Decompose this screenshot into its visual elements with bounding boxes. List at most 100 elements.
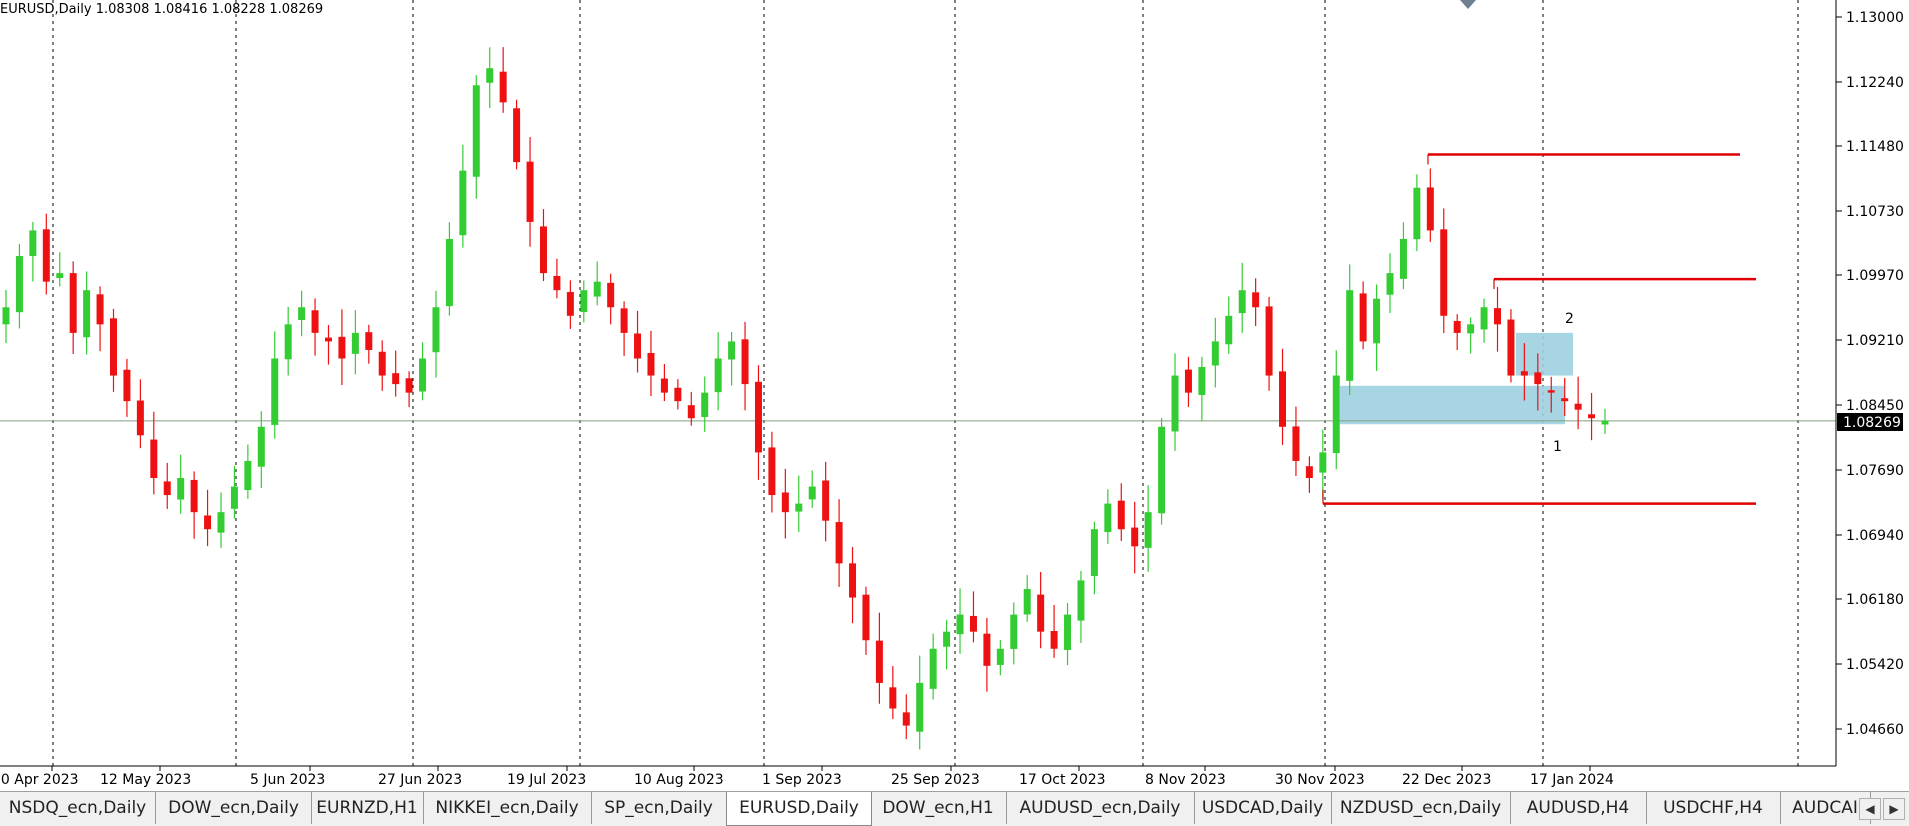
- candle-body: [69, 273, 77, 333]
- candle-body: [1399, 238, 1407, 279]
- candle-body: [1574, 403, 1582, 410]
- time-tick-label: 17 Oct 2023: [1019, 772, 1106, 788]
- scroll-marker-icon[interactable]: [1460, 0, 1476, 9]
- candle-body: [513, 108, 521, 163]
- candle-body: [795, 503, 803, 512]
- candle-body: [1252, 292, 1260, 308]
- candle-body: [1279, 371, 1287, 427]
- time-tick-label: 27 Jun 2023: [378, 772, 462, 788]
- candle-body: [1494, 308, 1502, 325]
- tab-nzdusd-ecn-daily[interactable]: NZDUSD_ecn,Daily: [1331, 792, 1511, 824]
- candle-body: [768, 447, 776, 496]
- candle-body: [83, 290, 91, 338]
- candle-body: [1238, 290, 1246, 314]
- candle-body: [1158, 426, 1166, 514]
- candles: [2, 47, 1609, 750]
- time-tick-label: 8 Nov 2023: [1145, 772, 1226, 788]
- candle-body: [1520, 371, 1528, 376]
- candle-body: [1480, 307, 1488, 330]
- tab-nikkei-ecn-daily[interactable]: NIKKEI_ecn,Daily: [423, 792, 592, 824]
- tab-scroll-left-icon[interactable]: ◀: [1859, 798, 1881, 820]
- candle-body: [674, 387, 682, 402]
- candle-body: [1225, 315, 1233, 345]
- vertical-grid: [52, 0, 1799, 766]
- candle-body: [1010, 614, 1018, 649]
- candle-body: [378, 351, 386, 376]
- candle-body: [96, 294, 104, 325]
- price-tick-label: 1.09210: [1846, 333, 1904, 349]
- tab-eurusd-daily[interactable]: EURUSD,Daily: [726, 792, 872, 826]
- candle-body: [580, 290, 588, 313]
- candle-body: [459, 170, 467, 236]
- time-tick-label: 12 May 2023: [100, 772, 191, 788]
- candle-body: [56, 273, 64, 279]
- candle-body: [1319, 452, 1327, 473]
- candle-body: [687, 405, 695, 419]
- candle-body: [230, 486, 238, 509]
- price-tick-label: 1.07690: [1846, 463, 1904, 479]
- candle-body: [1601, 420, 1609, 425]
- candle-body: [1305, 466, 1313, 479]
- tab-eurnzd-h1[interactable]: EURNZD,H1: [311, 792, 424, 824]
- candle-body: [123, 369, 131, 402]
- candle-body: [660, 378, 668, 393]
- candle-body: [701, 392, 709, 417]
- tab-usdchf-h4[interactable]: USDCHF,H4: [1646, 792, 1781, 824]
- chart-tab-bar: NSDQ_ecn,Daily DOW_ecn,Daily EURNZD,H1 NIKK…: [0, 791, 1909, 826]
- candle-body: [365, 332, 373, 350]
- candle-body: [1265, 306, 1273, 376]
- tab-audusd-ecn-daily[interactable]: AUDUSD_ecn,Daily: [1006, 792, 1195, 824]
- tab-sp-ecn-daily[interactable]: SP_ecn,Daily: [591, 792, 727, 824]
- symbol-info: EURUSD,Daily 1.08308 1.08416 1.08228 1.0…: [0, 2, 324, 17]
- candle-body: [244, 460, 252, 491]
- candle-body: [1413, 187, 1421, 240]
- candle-body: [42, 229, 50, 282]
- candle-body: [969, 615, 977, 632]
- candle-body: [419, 358, 427, 392]
- tab-dow-ecn-daily[interactable]: DOW_ecn,Daily: [156, 792, 312, 824]
- candle-body: [1171, 375, 1179, 432]
- tab-dow-ecn-h1[interactable]: DOW_ecn,H1: [870, 792, 1007, 824]
- candle-body: [553, 275, 561, 291]
- tab-audcai[interactable]: AUDCAI: [1780, 792, 1871, 824]
- candle-body: [257, 426, 265, 467]
- time-tick-label: 20 Apr 2023: [0, 772, 79, 788]
- time-tick-label: 10 Aug 2023: [634, 772, 724, 788]
- time-tick-label: 1 Sep 2023: [762, 772, 842, 788]
- candle-body: [1144, 512, 1152, 548]
- candle-body: [754, 381, 762, 453]
- price-tick-label: 1.08450: [1846, 398, 1904, 414]
- price-tick-label: 1.06180: [1846, 592, 1904, 608]
- candle-body: [620, 308, 628, 333]
- candle-body: [1198, 367, 1206, 395]
- candle-body: [271, 358, 279, 425]
- candle-body: [593, 281, 601, 297]
- candle-body: [566, 292, 574, 316]
- candle-body: [607, 282, 615, 308]
- candle-body: [204, 515, 212, 530]
- candle-body: [1292, 426, 1300, 461]
- candle-body: [996, 648, 1004, 665]
- time-axis: 20 Apr 2023 12 May 2023 5 Jun 2023 27 Jun 2…: [0, 766, 1614, 788]
- candle-body: [486, 68, 494, 83]
- demand-zone-2: [1516, 332, 1573, 376]
- time-tick-label: 5 Jun 2023: [250, 772, 325, 788]
- candle-body: [808, 486, 816, 500]
- tab-usdcad-daily[interactable]: USDCAD,Daily: [1194, 792, 1332, 824]
- tab-scroll-right-icon[interactable]: ▶: [1883, 798, 1905, 820]
- price-chart[interactable]: 1 2 1.130001.122401.114801.107301.099701…: [0, 0, 1909, 791]
- candle-body: [136, 400, 144, 436]
- tab-audusd-h4[interactable]: AUDUSD,H4: [1510, 792, 1647, 824]
- candle-body: [1117, 500, 1125, 530]
- price-tick-label: 1.11480: [1846, 139, 1904, 155]
- candle-body: [728, 341, 736, 360]
- annotation-1: 1: [1553, 439, 1562, 455]
- demand-zone-1: [1340, 385, 1565, 425]
- candle-body: [1037, 594, 1045, 632]
- candle-body: [2, 307, 10, 325]
- candle-body: [1346, 290, 1354, 381]
- candle-body: [1440, 229, 1448, 316]
- candle-body: [150, 439, 158, 479]
- candle-body: [875, 640, 883, 683]
- tab-nsdq-ecn-daily[interactable]: NSDQ_ecn,Daily: [0, 792, 156, 824]
